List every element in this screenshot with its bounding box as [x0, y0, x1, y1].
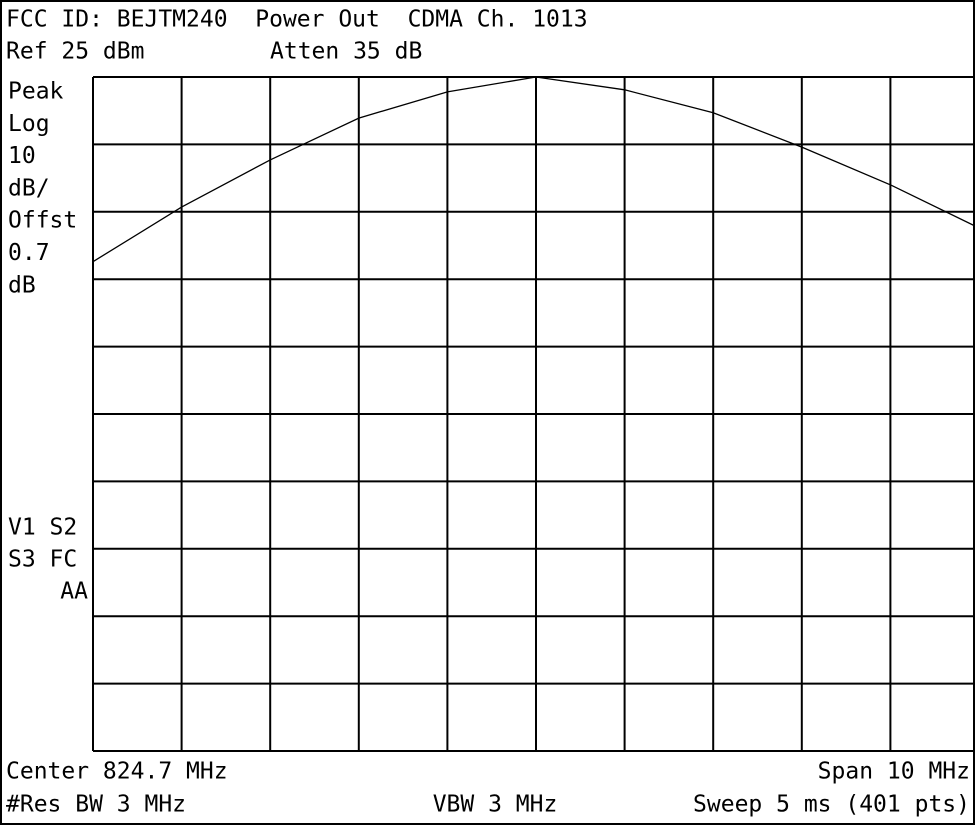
plot-area: [92, 76, 975, 263]
left-label: 10: [8, 143, 36, 169]
status-label: AA: [60, 579, 88, 605]
trace-line: [92, 76, 975, 263]
left-label: dB/: [8, 175, 50, 201]
rbw-label: #Res BW 3 MHz: [6, 792, 186, 818]
vbw-label: VBW 3 MHz: [433, 792, 558, 818]
atten-label: Atten 35 dB: [270, 39, 422, 65]
left-panel: Peak Log 10 dB/Offst 0.7 dB V1 S2 S3 FC AA: [8, 79, 88, 605]
chart-title: FCC ID: BEJTM240 Power Out CDMA Ch. 1013: [6, 7, 588, 33]
left-label: Log: [8, 111, 50, 137]
left-label: Peak: [8, 79, 64, 105]
status-label: S3 FC: [8, 547, 77, 573]
left-label: 0.7: [8, 240, 50, 266]
span-label: Span 10 MHz: [818, 759, 970, 785]
sweep-label: Sweep 5 ms (401 pts): [693, 792, 970, 818]
graticule: [92, 76, 975, 752]
left-label: dB: [8, 272, 36, 298]
ref-label: Ref 25 dBm: [6, 39, 144, 65]
status-label: V1 S2: [8, 515, 77, 541]
center-label: Center 824.7 MHz: [6, 759, 228, 785]
left-label: Offst: [8, 208, 77, 234]
